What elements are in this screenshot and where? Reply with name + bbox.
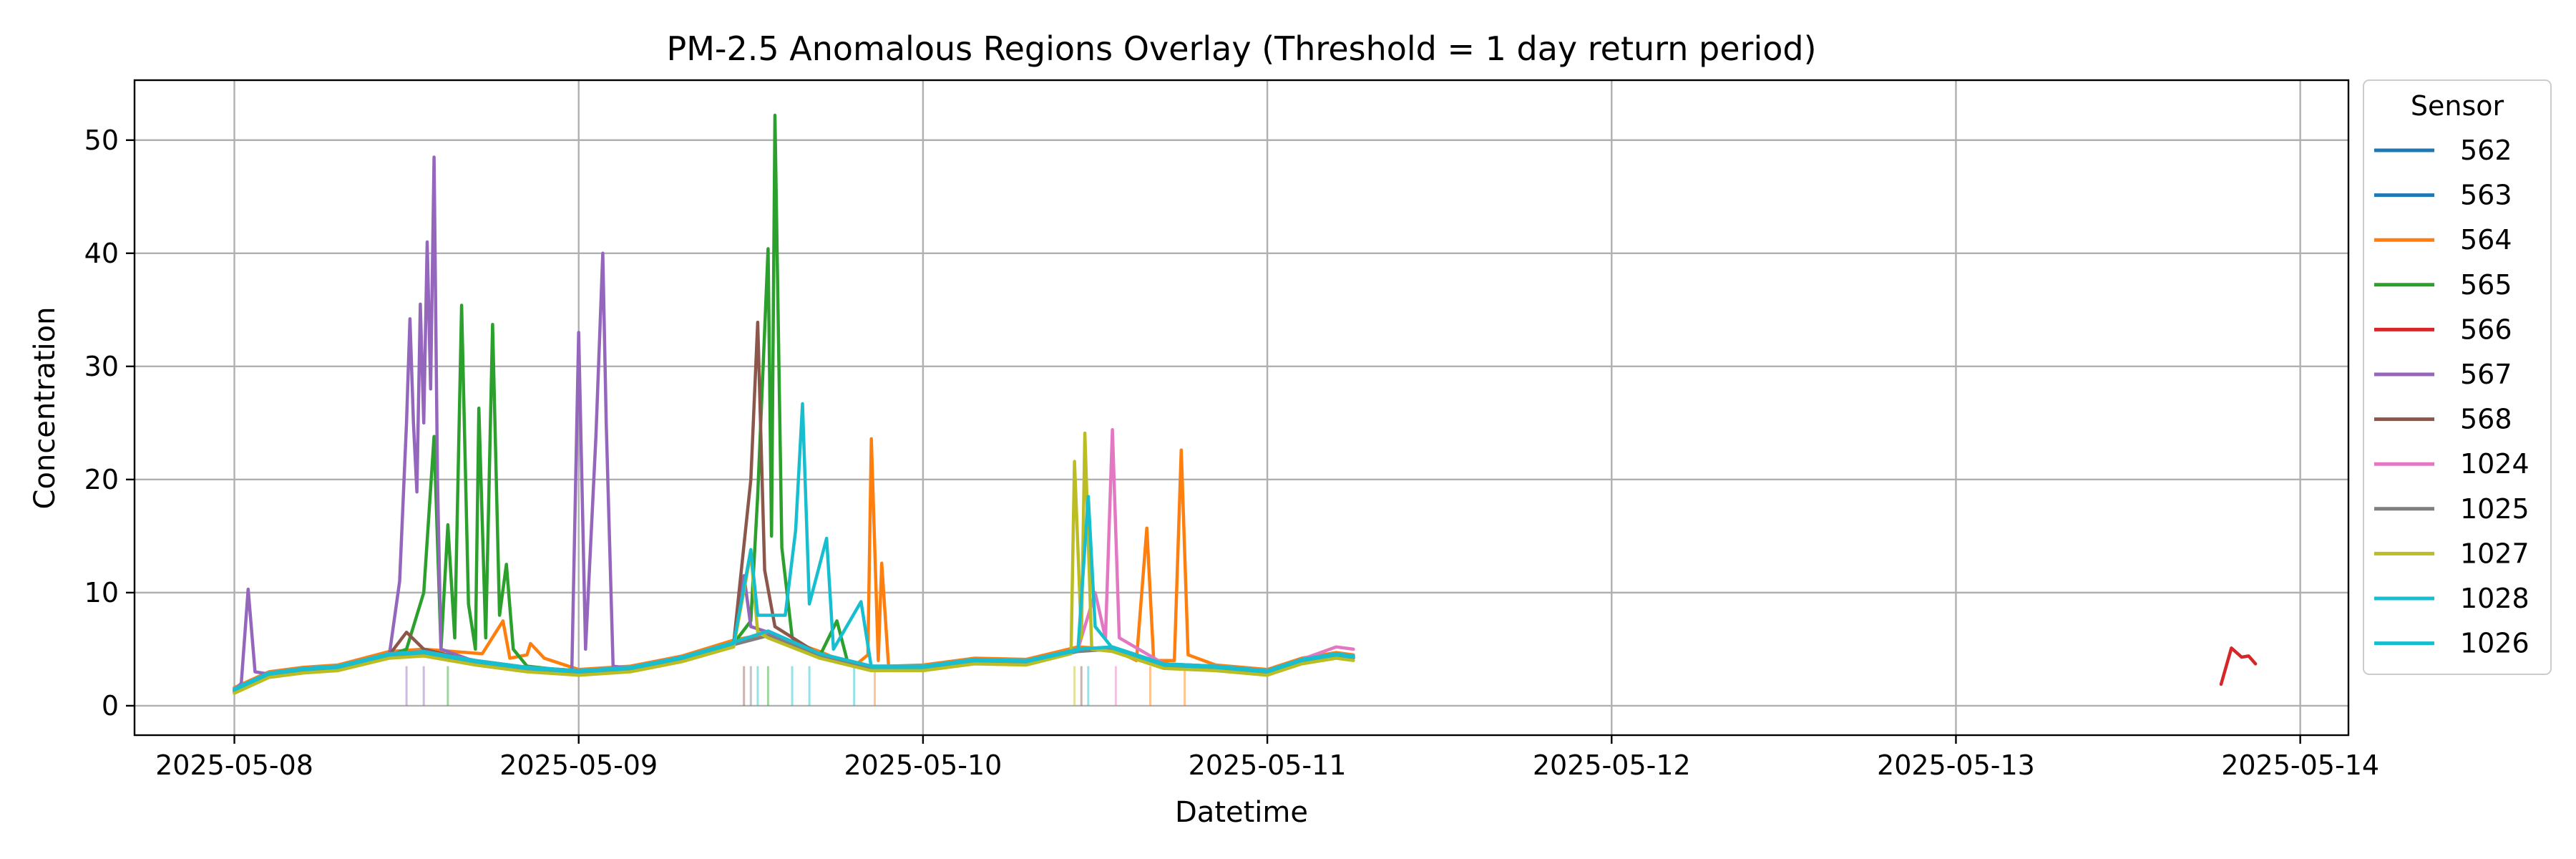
legend-items: 562 563 564 565 566 567 568 1024 1025 1027 1028 102… (2374, 135, 2529, 659)
y-axis: 0 10 20 30 40 50 (84, 125, 135, 722)
plot-area-frame (133, 79, 2350, 737)
legend-label-1025: 1025 (2460, 493, 2529, 525)
series-line-1027 (233, 431, 1355, 695)
y-tick-label: 0 (102, 690, 119, 722)
x-tick-label: 2025-05-10 (844, 749, 1002, 781)
x-tick-label: 2025-05-09 (499, 749, 658, 781)
x-tick-label: 2025-05-14 (2221, 749, 2379, 781)
y-tick-label: 40 (84, 238, 119, 269)
y-tick-label: 30 (84, 351, 119, 382)
y-tick-label: 10 (84, 577, 119, 608)
legend-label-568: 568 (2460, 404, 2512, 435)
legend-label-1024: 1024 (2460, 448, 2529, 480)
series-lines (233, 113, 2258, 695)
y-tick-label: 20 (84, 464, 119, 495)
legend-frame (2363, 79, 2552, 675)
legend-label-1027: 1027 (2460, 538, 2529, 569)
legend-label-1026: 1026 (2460, 628, 2529, 659)
legend-label-562: 562 (2460, 135, 2512, 166)
x-tick-label: 2025-05-11 (1189, 749, 1347, 781)
legend-label-567: 567 (2460, 359, 2512, 390)
x-tick-label: 2025-05-08 (155, 749, 313, 781)
grid (135, 80, 2348, 735)
x-tick-label: 2025-05-13 (1877, 749, 2035, 781)
y-axis-label: Concentration (29, 307, 62, 510)
legend-label-1028: 1028 (2460, 583, 2529, 614)
x-axis-label: Datetime (1175, 796, 1308, 829)
y-tick-label: 50 (84, 125, 119, 156)
series-line-1026 (233, 629, 1355, 691)
anomaly-markers (405, 666, 1186, 706)
series-line-564 (233, 437, 1355, 689)
legend-label-566: 566 (2460, 314, 2512, 345)
x-tick-label: 2025-05-12 (1533, 749, 1691, 781)
legend: Sensor 562 563 564 565 566 567 568 1024 1025 1027… (2363, 79, 2552, 675)
legend-title: Sensor (2411, 90, 2504, 122)
legend-label-565: 565 (2460, 269, 2512, 301)
chart-title: PM-2.5 Anomalous Regions Overlay (Thresh… (666, 29, 1816, 68)
x-axis: 2025-05-08 2025-05-09 2025-05-10 2025-05-11… (155, 735, 2379, 781)
legend-label-564: 564 (2460, 224, 2512, 256)
legend-label-563: 563 (2460, 180, 2512, 211)
series-line-566 (2219, 646, 2258, 686)
